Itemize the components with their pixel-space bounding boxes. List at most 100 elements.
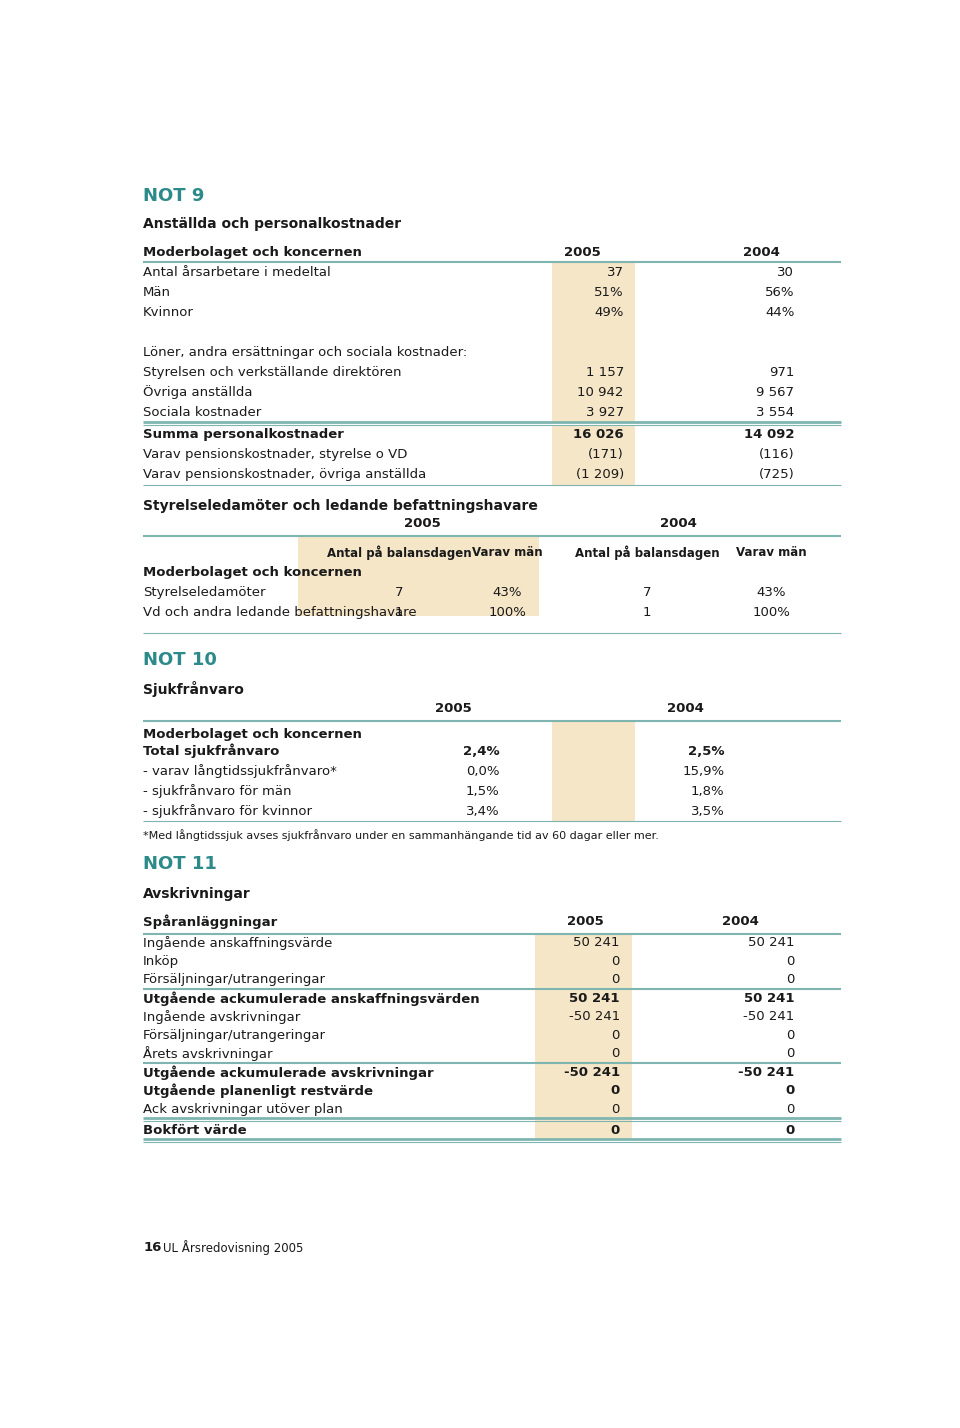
Text: NOT 9: NOT 9 bbox=[143, 187, 204, 206]
Text: 0: 0 bbox=[786, 1028, 794, 1042]
Bar bbox=[552, 263, 636, 423]
Text: 0: 0 bbox=[786, 974, 794, 987]
Text: 0: 0 bbox=[785, 1084, 794, 1097]
Text: Sociala kostnader: Sociala kostnader bbox=[143, 406, 261, 418]
Text: Spåranläggningar: Spåranläggningar bbox=[143, 914, 277, 928]
Text: 0: 0 bbox=[785, 1124, 794, 1137]
Text: Antal på balansdagen: Antal på balansdagen bbox=[326, 545, 471, 560]
Bar bbox=[299, 536, 539, 615]
Text: 0: 0 bbox=[786, 955, 794, 968]
Text: Anställda och personalkostnader: Anställda och personalkostnader bbox=[143, 217, 401, 231]
Text: 0,0%: 0,0% bbox=[467, 764, 500, 778]
Text: 15,9%: 15,9% bbox=[683, 764, 725, 778]
Text: 0: 0 bbox=[612, 1102, 620, 1115]
Text: 3,4%: 3,4% bbox=[467, 805, 500, 818]
Text: Löner, andra ersättningar och sociala kostnader:: Löner, andra ersättningar och sociala ko… bbox=[143, 346, 468, 358]
Text: 0: 0 bbox=[612, 1047, 620, 1060]
Text: 49%: 49% bbox=[594, 306, 624, 318]
Text: 9 567: 9 567 bbox=[756, 386, 794, 398]
Text: Antal på balansdagen: Antal på balansdagen bbox=[575, 545, 719, 560]
Text: Varav pensionskostnader, styrelse o VD: Varav pensionskostnader, styrelse o VD bbox=[143, 448, 408, 461]
Text: Vd och andra ledande befattningshavare: Vd och andra ledande befattningshavare bbox=[143, 605, 417, 620]
Text: Varav män: Varav män bbox=[472, 545, 542, 558]
Text: 3 927: 3 927 bbox=[586, 406, 624, 418]
Text: 37: 37 bbox=[607, 266, 624, 278]
Text: - sjukfrånvaro för kvinnor: - sjukfrånvaro för kvinnor bbox=[143, 804, 312, 818]
Text: (171): (171) bbox=[588, 448, 624, 461]
Bar bbox=[535, 1121, 632, 1140]
Text: NOT 10: NOT 10 bbox=[143, 651, 217, 668]
Text: Styrelseledamöter: Styrelseledamöter bbox=[143, 585, 266, 600]
Text: (725): (725) bbox=[758, 468, 794, 481]
Text: 0: 0 bbox=[612, 955, 620, 968]
Text: 971: 971 bbox=[769, 366, 794, 378]
Bar bbox=[535, 934, 632, 1137]
Text: 30: 30 bbox=[778, 266, 794, 278]
Text: Styrelsen och verkställande direktören: Styrelsen och verkställande direktören bbox=[143, 366, 401, 378]
Text: 3 554: 3 554 bbox=[756, 406, 794, 418]
Text: Försäljningar/utrangeringar: Försäljningar/utrangeringar bbox=[143, 1028, 326, 1042]
Text: - varav långtidssjukfrånvaro*: - varav långtidssjukfrånvaro* bbox=[143, 764, 337, 778]
Text: 51%: 51% bbox=[594, 286, 624, 298]
Text: 2005: 2005 bbox=[564, 246, 601, 258]
Text: -50 241: -50 241 bbox=[564, 1065, 620, 1078]
Text: Moderbolaget och koncernen: Moderbolaget och koncernen bbox=[143, 728, 362, 741]
Text: Utgående ackumulerade avskrivningar: Utgående ackumulerade avskrivningar bbox=[143, 1065, 434, 1080]
Text: 2005: 2005 bbox=[566, 915, 604, 928]
Text: Styrelseledamöter och ledande befattningshavare: Styrelseledamöter och ledande befattning… bbox=[143, 500, 539, 513]
Text: 7: 7 bbox=[395, 585, 403, 600]
Text: Ingående anskaffningsvärde: Ingående anskaffningsvärde bbox=[143, 935, 332, 950]
Text: Övriga anställda: Övriga anställda bbox=[143, 386, 252, 400]
Text: 1: 1 bbox=[643, 605, 651, 620]
Text: Sjukfrånvaro: Sjukfrånvaro bbox=[143, 681, 244, 697]
Text: 0: 0 bbox=[786, 1047, 794, 1060]
Text: 50 241: 50 241 bbox=[573, 937, 620, 950]
Text: 43%: 43% bbox=[756, 585, 785, 600]
Text: -50 241: -50 241 bbox=[738, 1065, 794, 1078]
Bar bbox=[552, 721, 636, 821]
Text: Inköp: Inköp bbox=[143, 955, 180, 968]
Text: -50 241: -50 241 bbox=[743, 1011, 794, 1024]
Text: Försäljningar/utrangeringar: Försäljningar/utrangeringar bbox=[143, 974, 326, 987]
Text: Kvinnor: Kvinnor bbox=[143, 306, 194, 318]
Text: 50 241: 50 241 bbox=[569, 992, 620, 1005]
Text: 2004: 2004 bbox=[743, 246, 780, 258]
Text: 1,8%: 1,8% bbox=[691, 785, 725, 798]
Text: 44%: 44% bbox=[765, 306, 794, 318]
Text: Summa personalkostnader: Summa personalkostnader bbox=[143, 428, 344, 441]
Text: *Med långtidssjuk avses sjukfrånvaro under en sammanhängande tid av 60 dagar ell: *Med långtidssjuk avses sjukfrånvaro und… bbox=[143, 830, 660, 841]
Text: Avskrivningar: Avskrivningar bbox=[143, 887, 251, 901]
Text: 0: 0 bbox=[611, 1124, 620, 1137]
Text: 0: 0 bbox=[611, 1084, 620, 1097]
Text: Ack avskrivningar utöver plan: Ack avskrivningar utöver plan bbox=[143, 1102, 343, 1115]
Text: 10 942: 10 942 bbox=[577, 386, 624, 398]
Text: 0: 0 bbox=[786, 1102, 794, 1115]
Text: Total sjukfrånvaro: Total sjukfrånvaro bbox=[143, 744, 279, 758]
Text: (116): (116) bbox=[758, 448, 794, 461]
Text: 16 026: 16 026 bbox=[573, 428, 624, 441]
Text: Moderbolaget och koncernen: Moderbolaget och koncernen bbox=[143, 246, 362, 258]
Text: 100%: 100% bbox=[489, 605, 526, 620]
Text: 2,5%: 2,5% bbox=[688, 744, 725, 758]
Text: 56%: 56% bbox=[765, 286, 794, 298]
Text: 14 092: 14 092 bbox=[744, 428, 794, 441]
Text: 2004: 2004 bbox=[722, 915, 758, 928]
Text: 100%: 100% bbox=[752, 605, 790, 620]
Text: 1,5%: 1,5% bbox=[466, 785, 500, 798]
Text: -50 241: -50 241 bbox=[568, 1011, 620, 1024]
Text: 50 241: 50 241 bbox=[748, 937, 794, 950]
Text: Årets avskrivningar: Årets avskrivningar bbox=[143, 1047, 273, 1061]
Text: (1 209): (1 209) bbox=[575, 468, 624, 481]
Text: Moderbolaget och koncernen: Moderbolaget och koncernen bbox=[143, 565, 362, 578]
Text: 1: 1 bbox=[395, 605, 403, 620]
Text: Utgående ackumulerade anskaffningsvärden: Utgående ackumulerade anskaffningsvärden bbox=[143, 991, 480, 1005]
Text: - sjukfrånvaro för män: - sjukfrånvaro för män bbox=[143, 784, 292, 798]
Text: 0: 0 bbox=[612, 1028, 620, 1042]
Text: NOT 11: NOT 11 bbox=[143, 855, 217, 874]
Text: 2005: 2005 bbox=[404, 517, 441, 530]
Text: 16: 16 bbox=[143, 1241, 161, 1254]
Text: 50 241: 50 241 bbox=[744, 992, 794, 1005]
Text: Bokfört värde: Bokfört värde bbox=[143, 1124, 247, 1137]
Text: 2005: 2005 bbox=[435, 703, 471, 715]
Text: 3,5%: 3,5% bbox=[691, 805, 725, 818]
